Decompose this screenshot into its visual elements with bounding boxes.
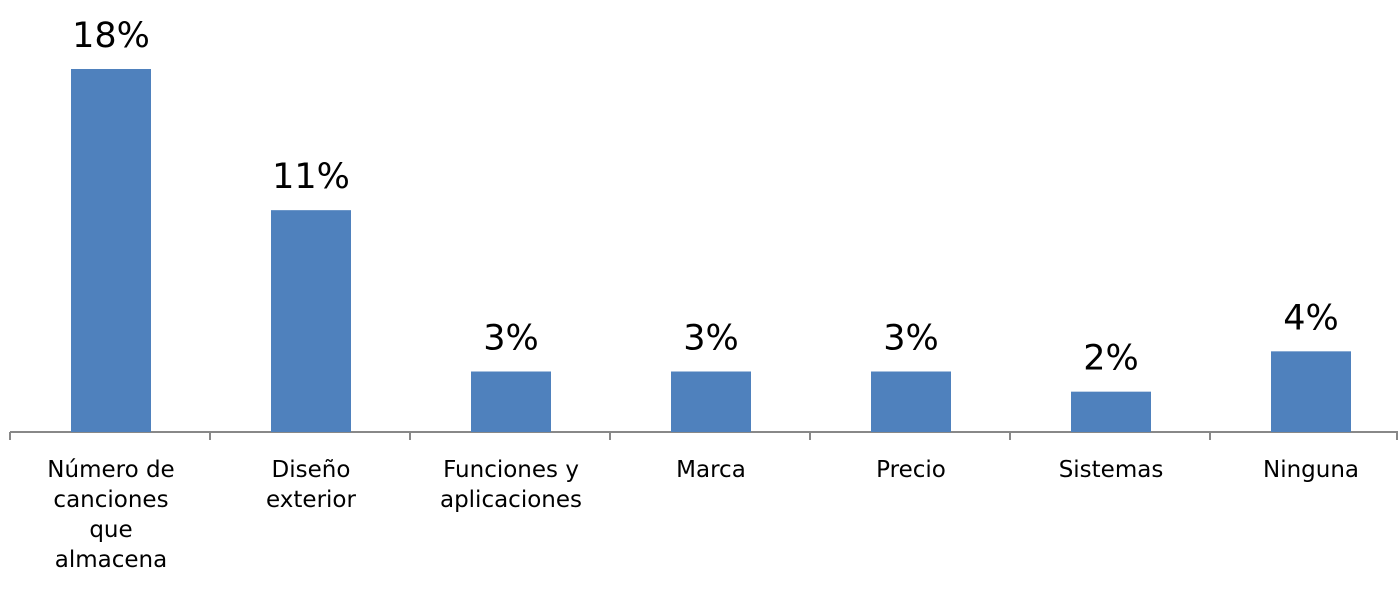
value-label: 3% [683,319,739,359]
value-label: 4% [1283,298,1339,338]
bar [1071,391,1151,432]
x-tick-label: Diseño exterior [266,457,356,513]
bar [271,210,351,432]
bar [1271,351,1351,432]
x-tick-label: Funciones y aplicaciones [439,457,583,513]
value-label: 18% [72,16,150,56]
bar [471,371,551,432]
x-tick-label: Precio [876,457,946,483]
value-label: 2% [1083,339,1139,379]
bar [71,69,151,432]
x-tick-label: Ninguna [1262,457,1360,483]
value-label: 3% [483,319,539,359]
x-tick-label: Número de canciones que almacena [47,457,175,573]
bar [871,371,951,432]
bar [671,371,751,432]
x-tick-label: Sistemas [1058,457,1164,483]
value-label: 3% [883,319,939,359]
x-tick-label: Marca [676,457,746,483]
value-label: 11% [272,157,350,197]
